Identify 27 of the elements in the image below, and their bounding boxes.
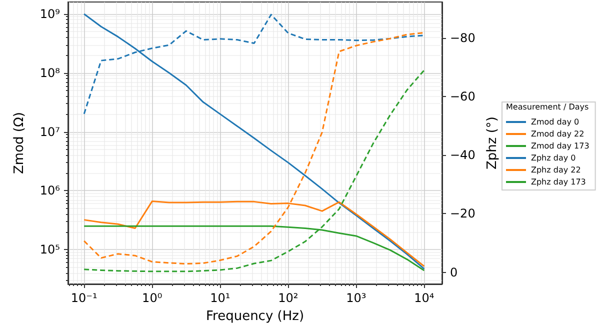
x-tick-label: 10⁴ [414,291,434,305]
legend-title: Measurement / Days [506,102,589,112]
legend-label: Zmod day 22 [531,130,584,138]
legend-label: Zphz day 173 [531,178,586,186]
y2-tick-label: −60 [450,90,476,104]
y2-tick-label: −40 [450,148,476,162]
x-tick-label: 10⁻¹ [70,291,98,305]
legend-label: Zphz day 22 [531,166,581,174]
y-tick-label: 10⁹ [40,7,60,22]
x-axis-title: Frequency (Hz) [206,309,304,324]
y2-tick-label: 0 [450,265,458,280]
line-series [83,69,425,272]
x-tick-label: 10³ [346,291,366,305]
x-tick-label: 10⁰ [142,291,162,305]
x-tick-label: 10² [278,291,298,305]
y-tick-label: 10⁶ [40,184,60,198]
y2-axis-title: Zphz (°) [485,116,500,170]
y-tick-label: 10⁷ [40,124,60,139]
y-tick-label: 10⁸ [40,66,60,80]
y2-tick-label: −80 [450,31,476,46]
legend-label: Zphz day 0 [531,154,576,162]
y-tick-label: 10⁵ [40,242,60,257]
y-axis-title: Zmod (Ω) [12,112,27,174]
y2-tick-label: −20 [450,206,476,221]
legend-label: Zmod day 0 [531,118,580,126]
legend-label: Zmod day 173 [531,142,590,150]
x-tick-label: 10¹ [210,291,230,305]
